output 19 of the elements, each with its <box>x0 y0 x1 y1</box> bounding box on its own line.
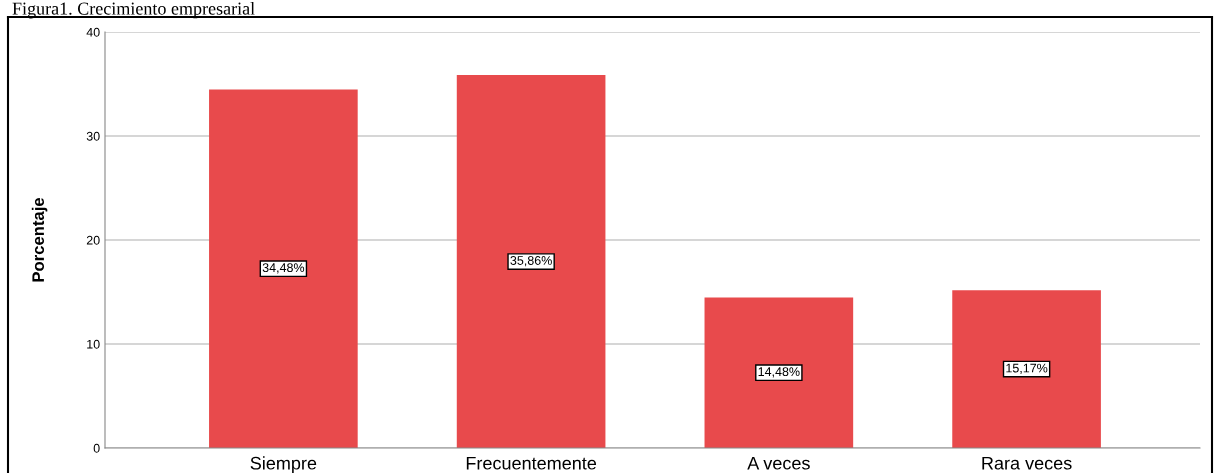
x-tick-label: Siempre <box>250 456 317 473</box>
x-tick-label: A veces <box>747 457 810 470</box>
x-tick-label: Rara veces <box>982 457 1072 470</box>
bar <box>704 297 854 448</box>
bar <box>209 89 358 448</box>
bar <box>952 290 1101 448</box>
y-axis-title: Porcentaje <box>31 197 48 282</box>
data-label: 15,17% <box>1006 363 1048 374</box>
bar <box>456 75 606 448</box>
y-tick-label: 30 <box>86 131 100 141</box>
chart-title: Figura1. Crecimiento empresarial <box>12 2 255 19</box>
data-label: 35,86% <box>510 256 552 267</box>
y-tick-label: 10 <box>87 339 100 349</box>
data-label: 34,48% <box>262 263 305 274</box>
data-label: 14,48% <box>758 367 800 378</box>
y-tick-label: 40 <box>86 27 100 37</box>
x-tick-label: Frecuentemente <box>466 457 597 470</box>
y-tick-label: 0 <box>93 443 100 453</box>
y-tick-label: 20 <box>86 235 100 245</box>
